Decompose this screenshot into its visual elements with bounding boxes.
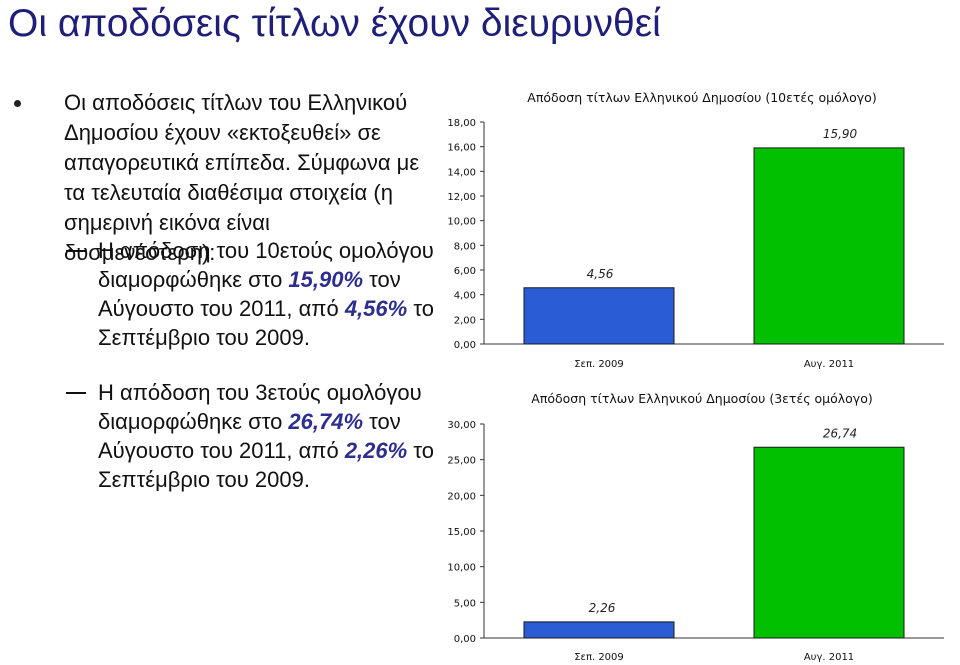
bullet-dot-icon (14, 100, 21, 107)
chart-title: Απόδοση τίτλων Ελληνικού Δημοσίου (3ετές… (531, 391, 872, 406)
y-tick-label: 8,00 (454, 241, 476, 252)
y-tick-label: 10,00 (447, 217, 476, 228)
sub-bullet-3y: Η απόδοση του 3ετούς ομολόγου διαμορφώθη… (66, 378, 446, 494)
y-tick-label: 30,00 (447, 420, 476, 431)
chart-title: Απόδοση τίτλων Ελληνικού Δημοσίου (10ετέ… (527, 90, 876, 105)
y-tick-label: 5,00 (454, 598, 476, 609)
sub-bullet-3y-text: Η απόδοση του 3ετούς ομολόγου διαμορφώθη… (98, 380, 434, 492)
y-tick-label: 12,00 (447, 192, 476, 203)
data-label: 26,74 (823, 426, 857, 440)
y-tick-label: 15,00 (447, 527, 476, 538)
main-bullet: Οι αποδόσεις τίτλων του Ελληνικού Δημοσί… (14, 88, 424, 268)
data-label: 4,56 (587, 267, 614, 281)
y-tick-label: 4,00 (454, 291, 476, 302)
x-tick-label: Αυγ. 2011 (804, 652, 854, 663)
main-bullet-text: Οι αποδόσεις τίτλων του Ελληνικού Δημοσί… (64, 90, 420, 265)
y-tick-label: 2,00 (454, 315, 476, 326)
sub-bullet-10y: Η απόδοση του 10ετούς ομολόγου διαμορφώθ… (66, 236, 446, 352)
y-tick-label: 10,00 (447, 563, 476, 574)
dash-icon (66, 392, 86, 394)
bar (753, 446, 905, 639)
slide-title: Οι αποδόσεις τίτλων έχουν διευρυνθεί (8, 2, 661, 45)
y-tick-label: 14,00 (447, 167, 476, 178)
bar (523, 287, 675, 345)
y-tick-label: 18,00 (447, 118, 476, 129)
bar (753, 147, 905, 345)
y-tick-label: 0,00 (454, 634, 476, 645)
bar (523, 621, 675, 639)
sub-bullet-10y-text: Η απόδοση του 10ετούς ομολόγου διαμορφώθ… (98, 238, 434, 350)
data-label: 2,26 (589, 601, 616, 615)
dash-icon (66, 250, 86, 252)
x-tick-label: Σεπ. 2009 (574, 359, 624, 370)
data-label: 15,90 (823, 127, 858, 141)
y-tick-label: 16,00 (447, 143, 476, 154)
x-tick-label: Αυγ. 2011 (804, 359, 854, 370)
y-tick-label: 20,00 (447, 491, 476, 502)
x-tick-label: Σεπ. 2009 (574, 652, 624, 663)
y-tick-label: 6,00 (454, 266, 476, 277)
y-tick-label: 0,00 (454, 340, 476, 351)
y-tick-label: 25,00 (447, 456, 476, 467)
